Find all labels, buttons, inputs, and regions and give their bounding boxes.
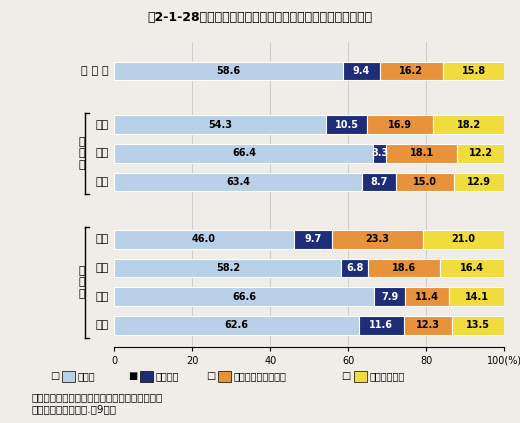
Bar xyxy=(443,62,504,80)
Text: 資料：総務庁統計局「科学技術研究調査報告」: 資料：総務庁統計局「科学技術研究調査報告」 xyxy=(31,393,162,403)
Text: 農学: 農学 xyxy=(95,292,109,302)
Bar xyxy=(367,115,433,134)
Bar xyxy=(114,115,326,134)
Bar xyxy=(114,144,373,163)
Text: 組
織
別: 組 織 別 xyxy=(79,137,85,170)
Text: 11.4: 11.4 xyxy=(415,292,439,302)
Bar xyxy=(452,316,504,335)
Bar xyxy=(440,259,504,277)
Bar xyxy=(396,173,454,191)
Text: 専
門
別: 専 門 別 xyxy=(79,266,85,299)
Text: 原材料費: 原材料費 xyxy=(156,371,179,382)
Text: 7.9: 7.9 xyxy=(381,292,398,302)
Bar xyxy=(374,287,405,306)
Text: 62.6: 62.6 xyxy=(225,320,249,330)
Text: 私立: 私立 xyxy=(95,177,109,187)
Text: 12.3: 12.3 xyxy=(416,320,440,330)
Text: 国立: 国立 xyxy=(95,120,109,130)
Text: 3.3: 3.3 xyxy=(371,148,388,158)
Text: 16.9: 16.9 xyxy=(388,120,412,130)
Bar xyxy=(405,287,449,306)
Text: 10.5: 10.5 xyxy=(335,120,359,130)
Text: 保健: 保健 xyxy=(95,320,109,330)
Text: 13.5: 13.5 xyxy=(466,320,490,330)
Text: 12.9: 12.9 xyxy=(467,177,491,187)
Bar xyxy=(343,62,380,80)
Bar xyxy=(457,144,504,163)
Bar xyxy=(114,316,359,335)
Bar xyxy=(380,62,443,80)
Text: 工学: 工学 xyxy=(95,263,109,273)
Text: □: □ xyxy=(206,371,215,382)
Bar xyxy=(114,259,341,277)
Text: 有形固定賃産購入費: 有形固定賃産購入費 xyxy=(234,371,287,382)
Text: 15.8: 15.8 xyxy=(462,66,486,76)
Text: その他の経費: その他の経費 xyxy=(369,371,405,382)
Text: 54.3: 54.3 xyxy=(209,120,232,130)
Bar xyxy=(404,316,452,335)
Bar xyxy=(373,144,386,163)
Text: （参照：付属資料５.（9））: （参照：付属資料５.（9）） xyxy=(31,404,116,414)
Text: 21.0: 21.0 xyxy=(451,234,475,244)
Bar xyxy=(359,316,404,335)
Bar xyxy=(294,230,332,249)
Text: 66.4: 66.4 xyxy=(232,148,256,158)
Bar xyxy=(341,259,368,277)
Text: 理学: 理学 xyxy=(95,234,109,244)
Text: 11.6: 11.6 xyxy=(369,320,393,330)
Text: 18.2: 18.2 xyxy=(457,120,480,130)
Text: 18.6: 18.6 xyxy=(392,263,416,273)
Bar xyxy=(362,173,396,191)
Text: □: □ xyxy=(50,371,59,382)
Text: 18.1: 18.1 xyxy=(409,148,434,158)
Bar xyxy=(326,115,367,134)
Bar xyxy=(114,173,362,191)
Bar xyxy=(368,259,440,277)
Text: 8.7: 8.7 xyxy=(370,177,387,187)
Text: 6.8: 6.8 xyxy=(346,263,363,273)
Bar xyxy=(386,144,457,163)
Text: 23.3: 23.3 xyxy=(365,234,389,244)
Text: 46.0: 46.0 xyxy=(192,234,216,244)
Text: 58.2: 58.2 xyxy=(216,263,240,273)
Text: 9.4: 9.4 xyxy=(353,66,370,76)
Text: 63.4: 63.4 xyxy=(226,177,250,187)
Bar xyxy=(433,115,504,134)
Text: 14.1: 14.1 xyxy=(465,292,489,302)
Text: 第2-1-28図　大学等の研究費の費目別構成比（平成９年度）: 第2-1-28図 大学等の研究費の費目別構成比（平成９年度） xyxy=(148,11,372,24)
Text: 9.7: 9.7 xyxy=(304,234,321,244)
Text: 公立: 公立 xyxy=(95,148,109,158)
Bar xyxy=(114,62,343,80)
Bar xyxy=(114,287,374,306)
Text: 大 学 等: 大 学 等 xyxy=(81,66,109,76)
Text: 15.0: 15.0 xyxy=(413,177,437,187)
Text: 58.6: 58.6 xyxy=(217,66,241,76)
Text: □: □ xyxy=(341,371,350,382)
Bar xyxy=(449,287,504,306)
Bar xyxy=(332,230,422,249)
Bar xyxy=(454,173,504,191)
Bar xyxy=(422,230,504,249)
Text: 16.2: 16.2 xyxy=(399,66,423,76)
Text: 12.2: 12.2 xyxy=(469,148,492,158)
Text: 16.4: 16.4 xyxy=(460,263,485,273)
Text: 66.6: 66.6 xyxy=(232,292,256,302)
Bar xyxy=(114,230,294,249)
Text: ■: ■ xyxy=(128,371,137,382)
Text: 人件費: 人件費 xyxy=(78,371,96,382)
